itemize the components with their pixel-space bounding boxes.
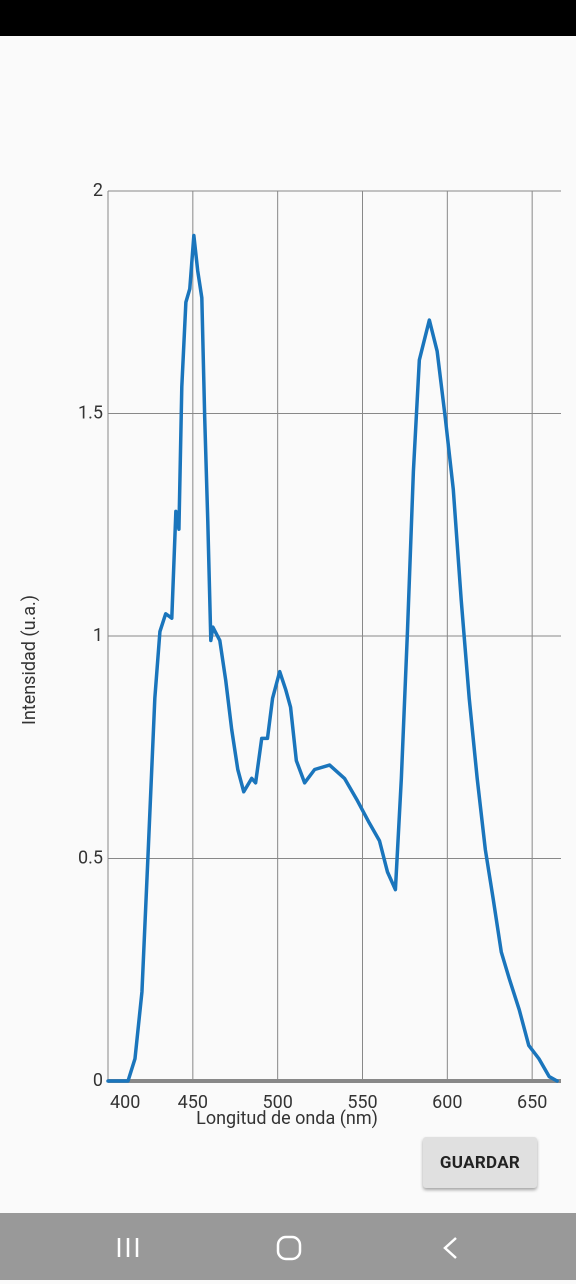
x-tick-label: 600 xyxy=(432,1092,462,1113)
navigation-bar xyxy=(0,1213,576,1280)
y-axis-label: Intensidad (u.a.) xyxy=(19,595,40,725)
back-icon[interactable] xyxy=(443,1237,457,1259)
x-tick-label: 550 xyxy=(347,1092,377,1113)
data-line xyxy=(106,233,559,1083)
status-bar xyxy=(0,0,576,36)
nav-icons xyxy=(117,1235,457,1261)
y-tick-label: 2 xyxy=(93,180,103,201)
y-tick-label: 1.5 xyxy=(78,402,103,423)
home-icon[interactable] xyxy=(276,1235,302,1261)
x-tick-label: 450 xyxy=(178,1092,208,1113)
x-tick-label: 400 xyxy=(110,1092,140,1113)
y-tick-label: 1 xyxy=(93,625,103,646)
y-tick-label: 0.5 xyxy=(78,847,103,868)
x-axis-label: Longitud de onda (nm) xyxy=(196,1108,378,1129)
y-tick-label: 0 xyxy=(93,1070,103,1091)
save-button[interactable]: GUARDAR xyxy=(423,1137,537,1188)
x-tick-label: 650 xyxy=(517,1092,547,1113)
chart: Longitud de onda (nm) Intensidad (u.a.) … xyxy=(19,180,561,1129)
x-tick-label: 500 xyxy=(262,1092,292,1113)
